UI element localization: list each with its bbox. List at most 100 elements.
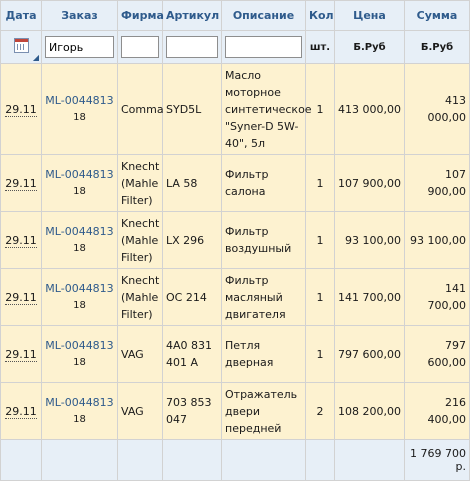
row-price: 413 000,00 — [334, 63, 405, 155]
order-link[interactable]: ML-0044813 — [45, 282, 114, 295]
total-empty-cell — [0, 439, 42, 481]
firm-filter-cell — [117, 30, 163, 64]
row-firm: Knecht (Mahle Filter) — [117, 154, 163, 212]
row-date: 29.11 — [0, 382, 42, 440]
row-description: Фильтр воздушный — [221, 211, 306, 269]
order-sub-number: 18 — [73, 186, 86, 197]
total-row: 1 769 700 р. — [0, 439, 470, 481]
row-date: 29.11 — [0, 211, 42, 269]
row-date: 29.11 — [0, 154, 42, 212]
date-link[interactable]: 29.11 — [5, 102, 37, 117]
description-filter-cell — [221, 30, 306, 64]
article-filter-input[interactable] — [166, 36, 218, 58]
col-article-header[interactable]: Артикул — [162, 0, 222, 31]
firm-filter-input[interactable] — [121, 36, 159, 58]
row-description: Отражатель двери передней — [221, 382, 306, 440]
total-empty-cell — [117, 439, 163, 481]
total-empty-cell — [305, 439, 335, 481]
col-description-header[interactable]: Описание — [221, 0, 306, 31]
total-empty-cell — [334, 439, 405, 481]
row-article: LA 58 — [162, 154, 222, 212]
row-firm: VAG — [117, 382, 163, 440]
row-firm: VAG — [117, 325, 163, 383]
order-sub-number: 18 — [73, 300, 86, 311]
col-order-header[interactable]: Заказ — [41, 0, 118, 31]
row-date: 29.11 — [0, 325, 42, 383]
date-link[interactable]: 29.11 — [5, 290, 37, 305]
article-filter-cell — [162, 30, 222, 64]
order-sub-number: 18 — [73, 414, 86, 425]
row-qty: 1 — [305, 325, 335, 383]
col-date-header[interactable]: Дата — [0, 0, 42, 31]
total-empty-cell — [221, 439, 306, 481]
row-order: ML-0044813 18 — [41, 211, 118, 269]
row-sum: 93 100,00 — [404, 211, 470, 269]
date-link[interactable]: 29.11 — [5, 233, 37, 248]
row-qty: 1 — [305, 63, 335, 155]
col-qty-header[interactable]: Кол — [305, 0, 335, 31]
table-row: 29.11 ML-0044813 18 VAG 4A0 831 401 A Пет… — [0, 325, 470, 383]
row-article: 4A0 831 401 A — [162, 325, 222, 383]
col-price-header[interactable]: Цена — [334, 0, 405, 31]
row-description: Масло моторное синтетическое "Syner-D 5W… — [221, 63, 312, 155]
table-row: 29.11 ML-0044813 18 Comma SYD5L Масло мот… — [0, 63, 470, 155]
row-order: ML-0044813 18 — [41, 268, 118, 326]
row-article: SYD5L — [162, 63, 222, 155]
total-empty-cell — [162, 439, 222, 481]
row-sum: 141 700,00 — [404, 268, 470, 326]
order-link[interactable]: ML-0044813 — [45, 225, 114, 238]
row-order: ML-0044813 18 — [41, 154, 118, 212]
row-firm: Comma — [117, 63, 164, 155]
row-qty: 2 — [305, 382, 335, 440]
row-date: 29.11 — [0, 268, 42, 326]
row-date: 29.11 — [0, 63, 42, 155]
row-sum: 413 000,00 — [404, 63, 470, 155]
order-sub-number: 18 — [73, 243, 86, 254]
price-unit: Б.Руб — [334, 30, 405, 64]
table-row: 29.11 ML-0044813 18 Knecht (Mahle Filter)… — [0, 268, 470, 326]
row-sum: 107 900,00 — [404, 154, 470, 212]
col-firm-header[interactable]: Фирма — [117, 0, 164, 31]
table-row: 29.11 ML-0044813 18 VAG 703 853 047 Отраж… — [0, 382, 470, 440]
row-qty: 1 — [305, 211, 335, 269]
total-empty-cell — [41, 439, 118, 481]
row-description: Фильтр масляный двигателя — [221, 268, 306, 326]
row-qty: 1 — [305, 268, 335, 326]
row-price: 108 200,00 — [334, 382, 405, 440]
order-link[interactable]: ML-0044813 — [45, 168, 114, 181]
header-row: Дата Заказ Фирма Артикул Описание Кол Це… — [0, 0, 470, 31]
qty-unit: шт. — [305, 30, 335, 64]
row-price: 93 100,00 — [334, 211, 405, 269]
row-description: Фильтр салона — [221, 154, 306, 212]
description-filter-input[interactable] — [225, 36, 302, 58]
row-article: OC 214 — [162, 268, 222, 326]
calendar-icon[interactable] — [13, 38, 29, 53]
row-article: 703 853 047 — [162, 382, 222, 440]
row-order: ML-0044813 18 — [41, 382, 118, 440]
row-description: Петля дверная — [221, 325, 306, 383]
order-sub-number: 18 — [73, 112, 86, 123]
row-sum: 216 400,00 — [404, 382, 470, 440]
row-order: ML-0044813 18 — [41, 325, 118, 383]
col-sum-header[interactable]: Сумма — [404, 0, 470, 31]
sum-unit: Б.Руб — [404, 30, 470, 64]
row-order: ML-0044813 18 — [41, 63, 118, 155]
sort-arrow-icon[interactable]: ◢ — [32, 53, 39, 62]
order-link[interactable]: ML-0044813 — [45, 396, 114, 409]
date-link[interactable]: 29.11 — [5, 404, 37, 419]
order-link[interactable]: ML-0044813 — [45, 339, 114, 352]
row-price: 141 700,00 — [334, 268, 405, 326]
row-sum: 797 600,00 — [404, 325, 470, 383]
table-row: 29.11 ML-0044813 18 Knecht (Mahle Filter)… — [0, 154, 470, 212]
row-firm: Knecht (Mahle Filter) — [117, 211, 163, 269]
row-article: LX 296 — [162, 211, 222, 269]
row-price: 797 600,00 — [334, 325, 405, 383]
row-price: 107 900,00 — [334, 154, 405, 212]
date-link[interactable]: 29.11 — [5, 176, 37, 191]
date-filter-cell: ◢ — [0, 30, 42, 64]
filter-row: ◢ шт. Б.Руб Б.Руб — [0, 30, 470, 64]
order-sub-number: 18 — [73, 357, 86, 368]
date-link[interactable]: 29.11 — [5, 347, 37, 362]
order-filter-input[interactable] — [45, 36, 114, 58]
order-link[interactable]: ML-0044813 — [45, 94, 114, 107]
